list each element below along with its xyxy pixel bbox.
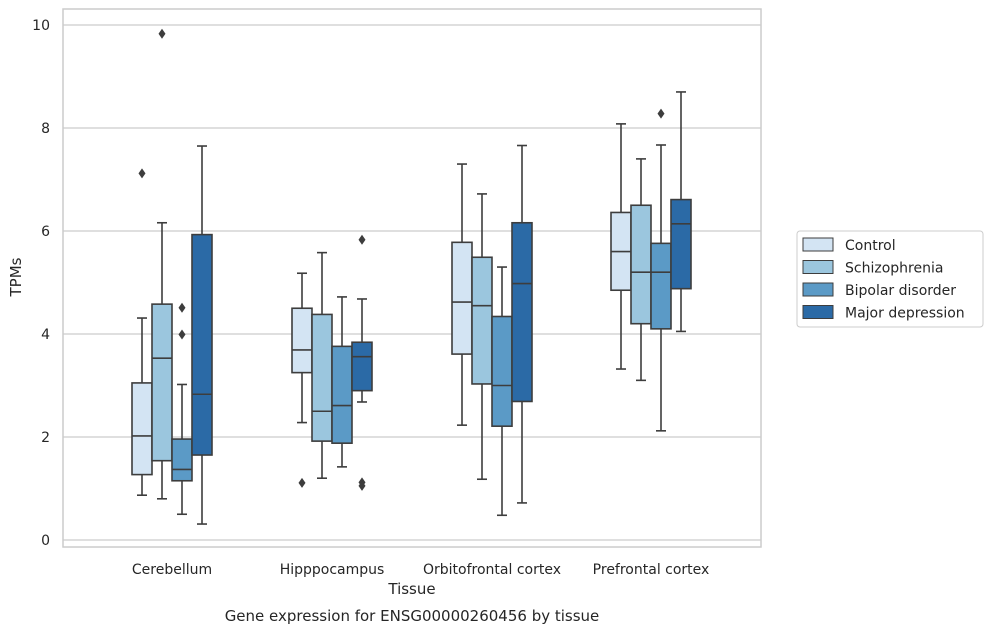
box-major-depression (191, 145, 213, 525)
box-bipolar-disorder (171, 302, 193, 516)
y-axis-label: TPMs (7, 257, 25, 297)
legend-swatch (802, 305, 834, 319)
legend-label: Control (845, 238, 896, 254)
box-body (471, 256, 493, 385)
box-major-depression (351, 234, 373, 491)
x-tick-label: Cerebellum (132, 562, 212, 578)
y-tick-label: 4 (41, 327, 50, 343)
box-body (630, 204, 652, 325)
x-tick-label: Hipppocampus (280, 562, 385, 578)
box-body (351, 341, 373, 392)
box-body (191, 233, 213, 456)
legend-swatch (802, 282, 834, 297)
box-major-depression (670, 91, 692, 333)
box-control (451, 163, 473, 426)
legend-label: Bipolar disorder (845, 283, 956, 299)
box-body (171, 438, 193, 482)
chart-caption: Gene expression for ENSG00000260456 by t… (225, 607, 600, 625)
box-body (311, 313, 333, 442)
box-body (650, 242, 672, 330)
y-tick-label: 6 (41, 224, 50, 240)
x-tick-label: Prefrontal cortex (593, 562, 710, 578)
box-body (331, 345, 353, 444)
box-body (511, 221, 533, 403)
box-body (670, 198, 692, 290)
legend: Control Schizophrenia Bipolar disorder Majo… (796, 230, 984, 328)
box-schizophrenia (311, 251, 333, 480)
outlier-point (178, 329, 186, 340)
outlier-point (358, 480, 366, 491)
y-tick-label: 10 (32, 18, 50, 34)
outlier-point (158, 28, 166, 39)
x-tick-labels: Cerebellum Hipppocampus Orbitofrontal cort… (132, 562, 709, 578)
legend-label: Schizophrenia (845, 261, 943, 277)
box-body (151, 303, 173, 462)
outlier-point (657, 108, 665, 119)
outlier-point (358, 234, 366, 245)
box-schizophrenia (151, 28, 173, 500)
x-tick-label: Orbitofrontal cortex (423, 562, 561, 578)
box-body (291, 307, 313, 374)
legend-swatch (802, 260, 834, 274)
legend-label: Major depression (845, 306, 965, 322)
box-body (451, 241, 473, 355)
y-tick-label: 0 (41, 533, 50, 549)
legend-frame (796, 230, 984, 328)
box-body (131, 382, 153, 476)
box-bipolar-disorder (331, 296, 353, 468)
box-major-depression (511, 144, 533, 504)
y-tick-label: 2 (41, 430, 50, 446)
y-tick-label: 8 (41, 121, 50, 137)
x-axis-label: Tissue (387, 580, 435, 598)
y-tick-labels: 0 2 4 6 8 10 (32, 18, 50, 549)
boxes (131, 28, 692, 525)
outlier-point (138, 168, 146, 179)
outlier-point (298, 477, 306, 488)
outlier-point (178, 302, 186, 313)
box-control (610, 123, 632, 370)
box-body (491, 315, 513, 427)
legend-swatch (802, 237, 834, 252)
